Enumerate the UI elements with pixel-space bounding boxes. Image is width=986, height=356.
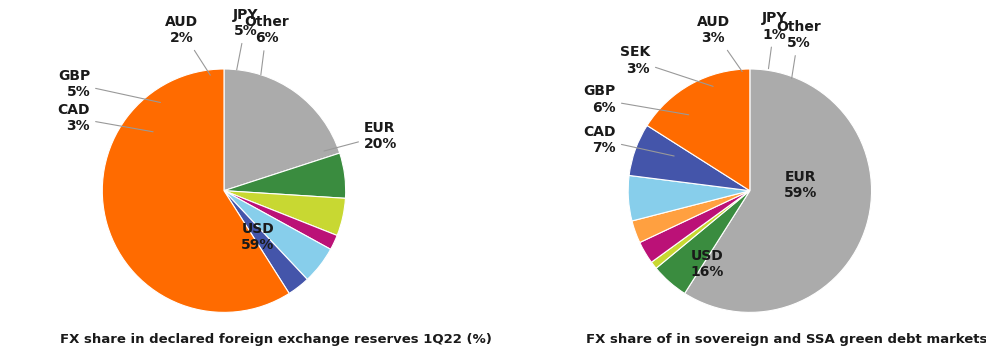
Text: AUD
2%: AUD 2% [165,15,210,75]
Wedge shape [652,191,749,268]
Text: EUR
59%: EUR 59% [784,169,817,200]
Text: FX share in declared foreign exchange reserves 1Q22 (%): FX share in declared foreign exchange re… [60,334,492,346]
Text: Other
5%: Other 5% [776,20,821,78]
Text: EUR
20%: EUR 20% [324,121,397,151]
Text: USD
16%: USD 16% [690,248,724,279]
Wedge shape [647,69,749,191]
Text: CAD
7%: CAD 7% [584,125,674,156]
Text: USD
59%: USD 59% [242,222,275,252]
Wedge shape [684,69,872,312]
Wedge shape [224,191,345,235]
Text: JPY
1%: JPY 1% [761,11,787,69]
Wedge shape [224,69,340,191]
Wedge shape [103,69,289,312]
Wedge shape [632,191,749,242]
Text: CAD
3%: CAD 3% [57,103,153,133]
Wedge shape [640,191,749,262]
Text: AUD
3%: AUD 3% [697,15,742,72]
Wedge shape [224,191,337,249]
Text: SEK
3%: SEK 3% [620,46,713,87]
Text: GBP
5%: GBP 5% [58,69,161,103]
Text: GBP
6%: GBP 6% [584,84,688,115]
Wedge shape [656,191,749,293]
Wedge shape [628,176,749,221]
Wedge shape [224,153,346,198]
Wedge shape [224,191,330,279]
Wedge shape [224,191,308,293]
Wedge shape [629,125,749,191]
Text: JPY
5%: JPY 5% [233,8,258,70]
Text: Other
6%: Other 6% [245,15,289,75]
Text: FX share of in sovereign and SSA green debt markets (%): FX share of in sovereign and SSA green d… [586,334,986,346]
